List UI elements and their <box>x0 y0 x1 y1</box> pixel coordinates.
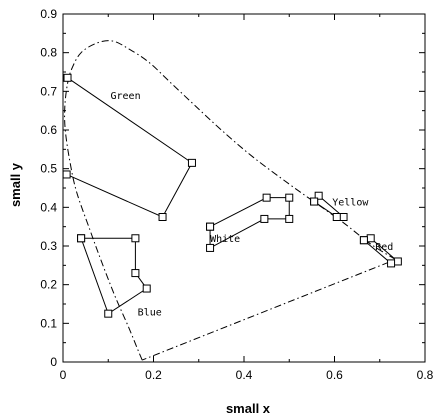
red-point <box>393 257 402 266</box>
spectral-locus-curve <box>64 40 397 361</box>
y-tick-label: 0.1 <box>40 316 57 330</box>
y-tick-label: 0.8 <box>40 46 57 60</box>
white-point <box>285 214 294 223</box>
series-green: Green <box>62 73 196 221</box>
red-point <box>366 234 375 243</box>
blue-point <box>104 309 113 318</box>
y-tick-label: 0.5 <box>40 162 57 176</box>
red-label: Red <box>375 242 393 253</box>
white-point <box>206 222 215 231</box>
yellow-point <box>339 213 348 221</box>
x-tick-label: 0.6 <box>326 368 343 382</box>
region-series: Green Blue White Yellow Red <box>62 73 402 319</box>
x-tick-label: 0 <box>60 368 67 382</box>
axes: 0 0.2 0.4 0.6 0.8 0 0.1 0.2 0.3 0.4 0.5 0.6 0.7 0.8 0.… <box>40 7 433 382</box>
y-tick-label: 0.3 <box>40 239 57 253</box>
plot-frame <box>62 13 426 363</box>
series-blue: Blue <box>77 234 162 319</box>
white-point <box>285 193 294 202</box>
blue-point <box>131 269 140 278</box>
y-axis-title: small y <box>8 162 23 207</box>
red-point <box>387 259 396 268</box>
white-point <box>206 243 215 252</box>
series-yellow: Yellow <box>310 191 369 221</box>
green-point <box>158 213 167 221</box>
y-tick-label: 0.4 <box>40 200 57 214</box>
white-point <box>260 214 269 223</box>
series-red: Red <box>359 234 402 268</box>
green-region-outline <box>66 77 193 218</box>
x-tick-label: 0.8 <box>417 368 433 382</box>
blue-region-outline <box>80 237 148 315</box>
spectral-locus <box>64 40 397 361</box>
x-axis-title: small x <box>226 401 271 416</box>
series-white: White <box>206 193 294 252</box>
blue-label: Blue <box>138 308 162 319</box>
y-tick-label: 0.2 <box>40 278 57 292</box>
y-tick-label: 0 <box>50 355 57 369</box>
y-tick-label: 0.6 <box>40 123 57 137</box>
yellow-point <box>310 197 319 206</box>
blue-point <box>77 234 86 243</box>
green-point <box>62 170 71 179</box>
yellow-label: Yellow <box>332 197 369 208</box>
green-label: Green <box>111 91 141 102</box>
blue-point <box>131 234 140 243</box>
yellow-point <box>332 213 341 221</box>
x-tick-label: 0.2 <box>145 368 162 382</box>
green-point <box>187 158 196 167</box>
white-label: White <box>210 234 240 245</box>
blue-point <box>142 284 151 293</box>
x-tick-label: 0.4 <box>236 368 253 382</box>
green-point <box>63 73 72 82</box>
yellow-point <box>314 191 323 200</box>
white-point <box>262 193 271 202</box>
y-tick-label: 0.7 <box>40 84 57 98</box>
y-tick-label: 0.9 <box>40 7 57 21</box>
red-point <box>359 236 368 245</box>
